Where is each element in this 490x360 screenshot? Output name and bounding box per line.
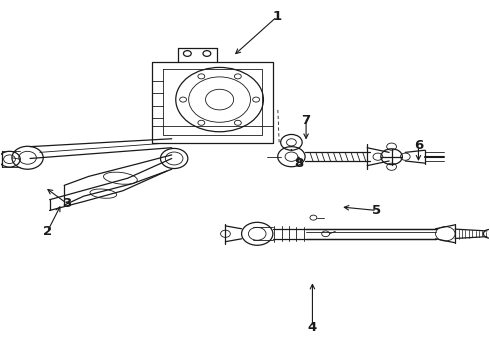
Text: 4: 4 <box>308 320 317 333</box>
Text: 5: 5 <box>372 204 382 217</box>
Text: 8: 8 <box>294 157 303 170</box>
Text: 2: 2 <box>43 225 51 238</box>
Text: 1: 1 <box>272 10 281 23</box>
Text: 7: 7 <box>301 114 311 127</box>
Text: 6: 6 <box>414 139 423 152</box>
Text: 3: 3 <box>62 197 71 210</box>
